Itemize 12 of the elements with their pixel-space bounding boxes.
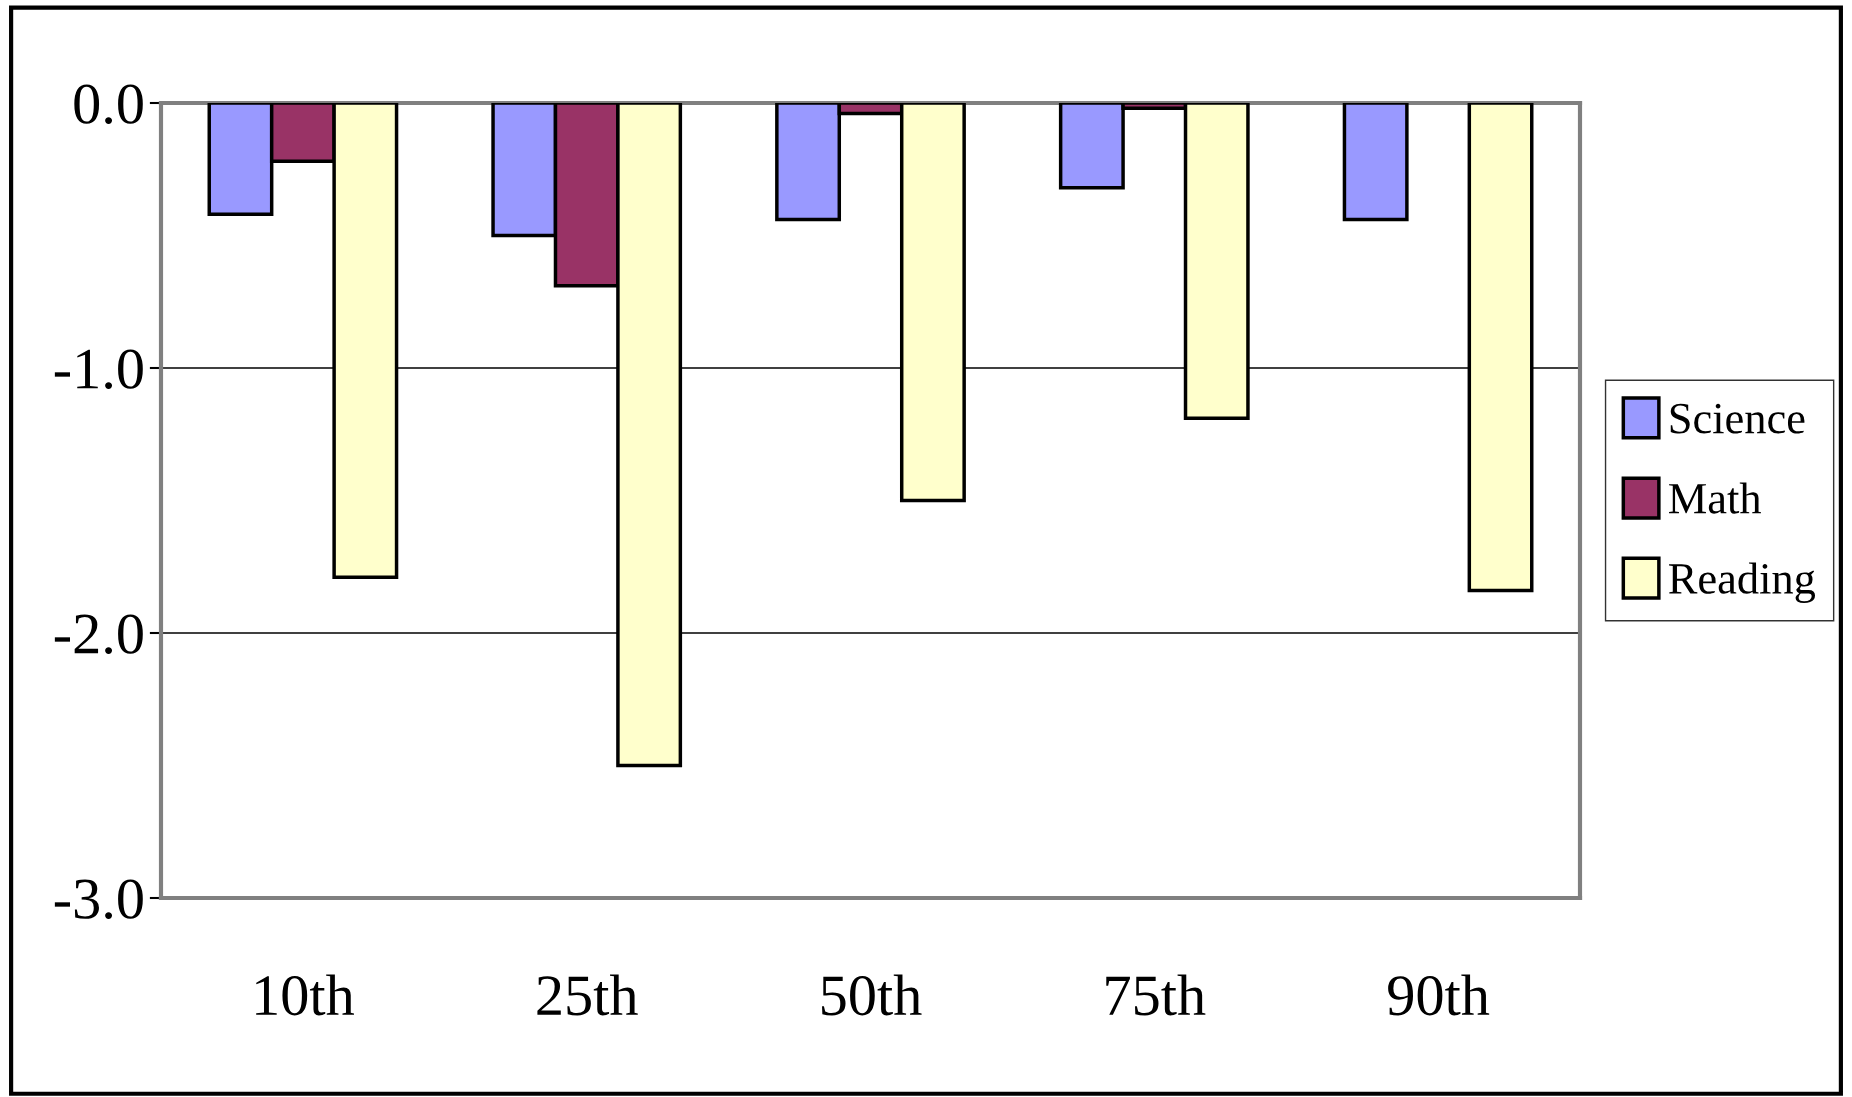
x-tick-label: 50th [822,974,922,1016]
legend-label: Science [1670,403,1805,434]
y-tick-label: -3.0 [54,879,143,920]
x-tick-label: 90th [1388,974,1490,1016]
legend-label: Reading [1669,562,1816,603]
legend-label: Math [1669,482,1761,514]
x-tick-label: 25th [537,974,638,1016]
x-tick-label: 75th [1106,974,1206,1016]
x-tick-label: 10th [256,974,354,1016]
y-tick-label: -1.0 [54,349,143,390]
y-tick-label: 0.0 [74,84,143,125]
y-tick-label: -2.0 [54,614,143,655]
